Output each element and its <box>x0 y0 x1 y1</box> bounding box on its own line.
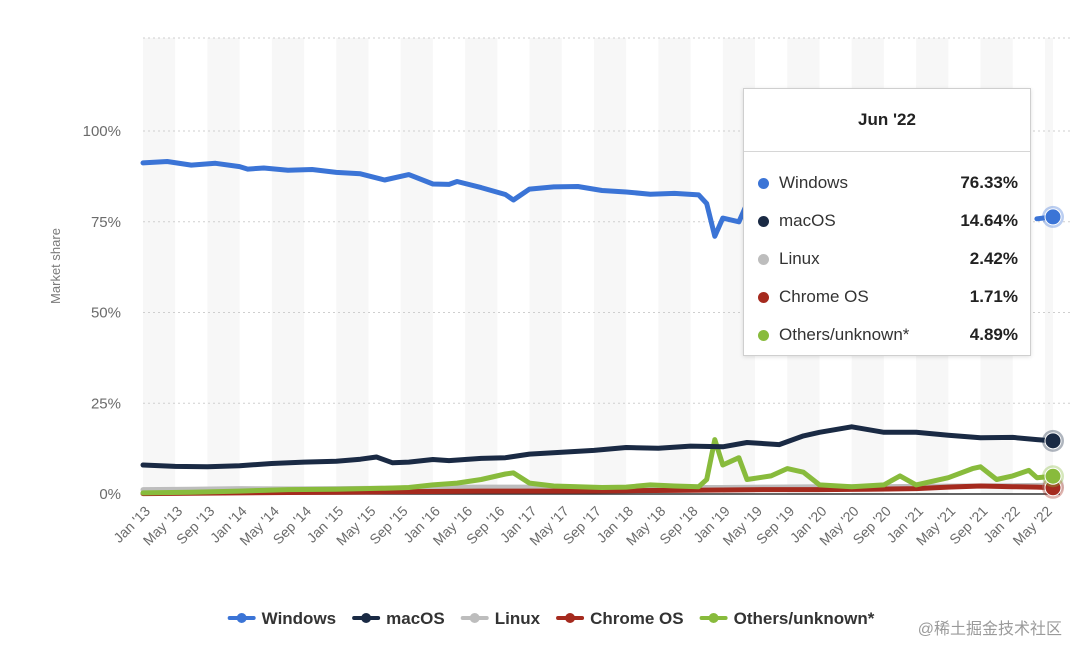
tooltip-series-name: Windows <box>779 173 848 192</box>
y-tick-labels: 0% 25% 50% 75% 100% <box>83 123 121 503</box>
legend-item: Others/unknown* <box>699 609 875 628</box>
background-bands <box>143 38 1053 494</box>
tooltip-title: Jun '22 <box>744 89 1030 152</box>
tooltip-series-name: macOS <box>779 211 836 230</box>
background-band <box>593 38 627 494</box>
legend-label: Others/unknown* <box>734 609 875 628</box>
y-tick-label: 0% <box>99 486 121 503</box>
series-endpoint-marker <box>1044 467 1062 485</box>
background-band <box>400 38 433 494</box>
background-band <box>207 38 240 494</box>
tooltip-series-value: 2.42% <box>969 249 1018 268</box>
tooltip-series-name: Others/unknown* <box>779 325 910 344</box>
legend-label: Chrome OS <box>590 609 684 628</box>
legend-item: Windows <box>227 609 336 628</box>
background-band <box>271 38 305 494</box>
y-tick-label: 25% <box>91 395 121 412</box>
tooltip-row: Others/unknown* 4.89% <box>744 316 1030 354</box>
tooltip-series-dot <box>758 329 769 341</box>
background-band <box>1044 38 1053 494</box>
tooltip-row: Linux 2.42% <box>744 240 1030 278</box>
legend-label: Windows <box>262 609 336 628</box>
series-line-0 <box>140 159 750 239</box>
tooltip-series-dot <box>758 291 769 303</box>
tooltip-series-value: 4.89% <box>969 325 1018 344</box>
legend: Windows macOS Linux Chrome OS Others/unknown… <box>227 609 875 628</box>
y-tick-label: 100% <box>83 123 121 140</box>
tooltip-series-name: Chrome OS <box>779 287 869 306</box>
tooltip-series-value: 14.64% <box>960 211 1018 230</box>
tooltip-row: Chrome OS 1.71% <box>744 278 1030 316</box>
legend-item: macOS <box>352 609 445 628</box>
tooltip-row: macOS 14.64% <box>744 202 1030 240</box>
series-lines <box>140 159 1056 497</box>
y-tick-label: 75% <box>91 214 121 231</box>
background-band <box>143 38 176 494</box>
tooltip-series-name: Linux <box>779 249 820 268</box>
tooltip-rows: Windows 76.33% macOS 14.64% Linux 2.42% Chrome… <box>744 152 1030 354</box>
series-line-4 <box>140 437 1056 496</box>
legend-item: Chrome OS <box>556 609 684 628</box>
background-band <box>465 38 498 494</box>
tooltip-series-dot <box>758 215 769 227</box>
watermark: @稀土掘金技术社区 <box>918 620 1062 638</box>
series-line-3 <box>140 483 1056 497</box>
legend-marker <box>708 613 719 623</box>
tooltip-series-value: 76.33% <box>960 173 1018 192</box>
tooltip: Jun '22 Windows 76.33% macOS 14.64% Linux 2.4… <box>743 88 1031 356</box>
series-endpoints <box>1042 205 1064 499</box>
series-endpoint-marker <box>1044 208 1062 226</box>
legend-marker <box>361 613 372 623</box>
y-axis-label: Market share <box>48 228 63 304</box>
legend-label: macOS <box>386 609 445 628</box>
legend-marker <box>565 613 576 623</box>
legend-item: Linux <box>460 609 541 628</box>
background-band <box>658 38 691 494</box>
series-line-1 <box>140 424 1056 470</box>
legend-marker <box>236 613 247 623</box>
background-band <box>336 38 369 494</box>
legend-label: Linux <box>495 609 541 628</box>
tooltip-series-value: 1.71% <box>969 287 1018 306</box>
tooltip-series-dot <box>758 253 769 265</box>
tooltip-series-dot <box>758 177 769 189</box>
background-band <box>529 38 562 494</box>
y-tick-label: 50% <box>91 305 121 322</box>
tooltip-row: Windows 76.33% <box>744 164 1030 202</box>
legend-marker <box>469 613 480 623</box>
series-endpoint-marker <box>1044 432 1062 450</box>
